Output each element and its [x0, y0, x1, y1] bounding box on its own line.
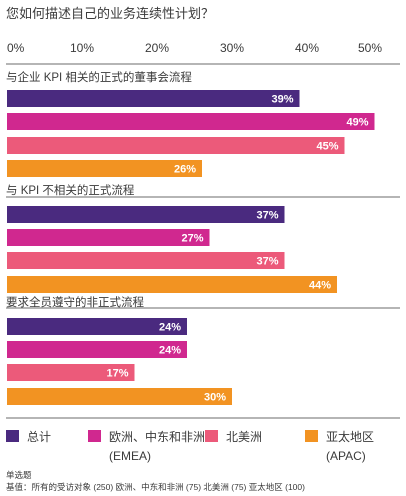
bar — [7, 113, 375, 130]
legend: 总计 欧洲、中东和非洲 (EMEA) 北美洲 亚太地区 (APAC) — [6, 429, 374, 463]
legend-label: 亚太地区 — [326, 429, 374, 444]
bar-value-label: 45% — [316, 141, 338, 153]
bar — [7, 206, 285, 223]
legend-label: (APAC) — [326, 449, 366, 463]
bar — [7, 364, 135, 381]
bar-value-label: 17% — [106, 368, 128, 380]
group-label: 与 KPI 不相关的正式流程 — [6, 183, 135, 197]
bar-value-label: 26% — [174, 164, 196, 176]
legend-item: 亚太地区 (APAC) — [305, 429, 374, 463]
bar — [7, 137, 345, 154]
bar — [7, 341, 187, 358]
legend-swatch — [305, 430, 318, 442]
x-tick-label: 0% — [7, 41, 25, 55]
bar-value-label: 37% — [256, 256, 278, 268]
bar-value-label: 39% — [271, 94, 293, 106]
legend-swatch — [88, 430, 101, 442]
note-base: 基值：所有的受访对象 (250) 欧洲、中东和非洲 (75) 北美洲 (75) … — [6, 482, 305, 492]
group-label: 要求全员遵守的非正式流程 — [6, 295, 144, 309]
x-tick-label: 10% — [70, 41, 94, 55]
bar-value-label: 30% — [204, 392, 226, 404]
legend-label: 欧洲、中东和非洲 — [109, 429, 205, 444]
bar-group: 与企业 KPI 相关的正式的董事会流程 39% 49% 45% 26% — [6, 70, 375, 177]
bar-value-label: 27% — [181, 233, 203, 245]
bar-value-label: 37% — [256, 210, 278, 222]
x-tick-label: 30% — [220, 41, 244, 55]
group-label: 与企业 KPI 相关的正式的董事会流程 — [6, 70, 192, 84]
x-tick-label: 50% — [358, 41, 382, 55]
bar-value-label: 24% — [159, 322, 181, 334]
chart-title: 您如何描述自己的业务连续性计划？ — [6, 6, 214, 21]
legend-label: 总计 — [27, 430, 51, 444]
bar-group: 要求全员遵守的非正式流程 24% 24% 17% 30% — [6, 295, 232, 405]
bar — [7, 90, 300, 107]
bar-value-label: 49% — [346, 117, 368, 129]
bar-value-label: 44% — [309, 280, 331, 292]
bar — [7, 229, 210, 246]
legend-swatch — [6, 430, 19, 442]
bar — [7, 318, 187, 335]
legend-label: 北美洲 — [226, 430, 262, 444]
x-tick-label: 40% — [295, 41, 319, 55]
bar — [7, 160, 202, 177]
bar-groups: 与企业 KPI 相关的正式的董事会流程 39% 49% 45% 26% 与 KPI 不相关… — [6, 70, 375, 405]
bar — [7, 276, 337, 293]
x-axis-ticks: 0% 10% 20% 30% 40% 50% — [6, 41, 400, 419]
x-tick-label: 20% — [145, 41, 169, 55]
legend-item: 总计 — [6, 430, 51, 444]
bar — [7, 252, 285, 269]
bar — [7, 388, 232, 405]
note-question-type: 单选题 — [6, 470, 32, 480]
legend-label: (EMEA) — [109, 449, 151, 463]
legend-swatch — [205, 430, 218, 442]
bar-value-label: 24% — [159, 345, 181, 357]
bar-group: 与 KPI 不相关的正式流程 37% 27% 37% 44% — [6, 183, 337, 293]
legend-item: 欧洲、中东和非洲 (EMEA) — [88, 429, 205, 463]
legend-item: 北美洲 — [205, 430, 262, 444]
